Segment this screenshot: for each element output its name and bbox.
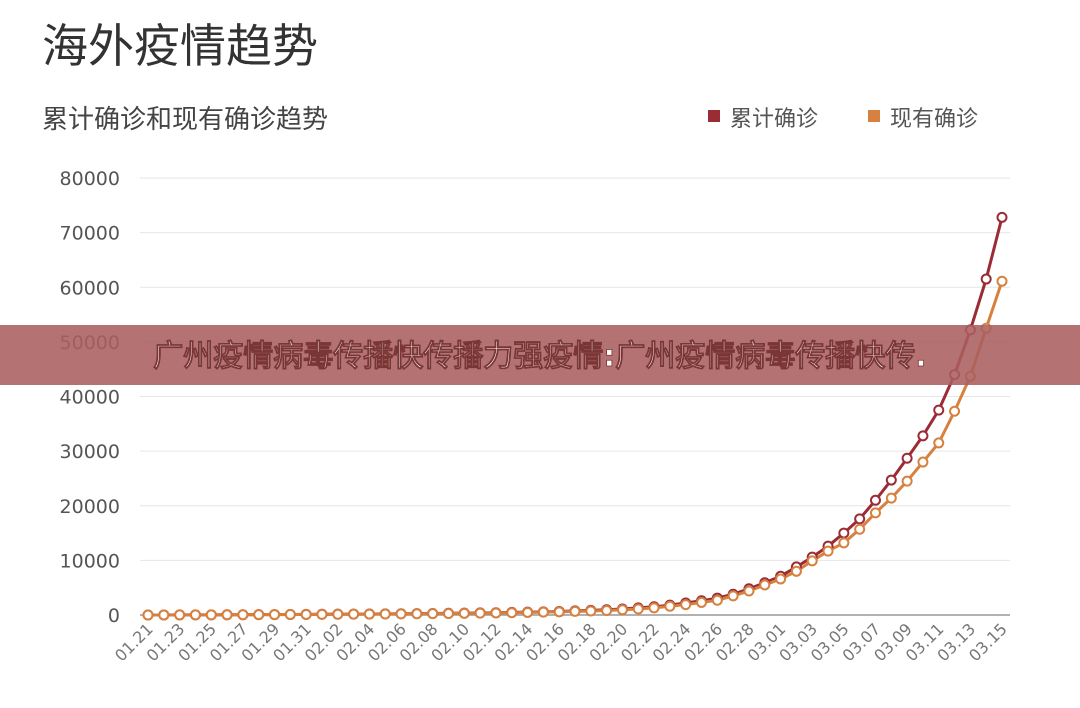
banner <box>0 325 1080 385</box>
data-point <box>949 405 961 417</box>
data-point <box>869 494 881 506</box>
data-point <box>933 437 945 449</box>
data-point <box>616 604 628 616</box>
data-point <box>348 608 360 620</box>
data-point <box>237 609 249 621</box>
data-point <box>553 606 565 618</box>
data-point <box>869 507 881 519</box>
data-point <box>632 603 644 615</box>
data-point <box>458 607 470 619</box>
data-point <box>648 602 660 614</box>
data-point <box>379 608 391 620</box>
data-point <box>300 608 312 620</box>
legend-swatch <box>708 110 720 122</box>
data-point <box>253 609 265 621</box>
data-point <box>363 608 375 620</box>
data-point <box>885 492 897 504</box>
data-point <box>759 579 771 591</box>
data-point <box>901 452 913 464</box>
data-point <box>442 607 454 619</box>
data-point <box>569 605 581 617</box>
data-point <box>537 606 549 618</box>
data-point <box>854 523 866 535</box>
series-line <box>147 216 1004 617</box>
y-tick-label: 80000 <box>60 168 120 190</box>
data-point <box>332 608 344 620</box>
data-point <box>585 605 597 617</box>
y-tick-label: 60000 <box>60 277 120 299</box>
y-tick-label: 40000 <box>60 387 120 409</box>
data-point <box>775 573 787 585</box>
data-point <box>980 273 992 285</box>
data-point <box>806 555 818 567</box>
data-point <box>221 609 233 621</box>
data-point <box>996 211 1008 223</box>
data-point <box>711 594 723 606</box>
legend-label: 现有确诊 <box>890 107 978 132</box>
data-point <box>427 608 439 620</box>
data-point <box>917 456 929 468</box>
data-point <box>996 275 1008 287</box>
data-point <box>822 545 834 557</box>
data-point <box>189 609 201 621</box>
data-point <box>158 609 170 621</box>
legend-label: 累计确诊 <box>730 107 818 132</box>
data-point <box>854 513 866 525</box>
chart-subtitle: 累计确诊和现有确诊趋势 <box>42 105 328 135</box>
data-point <box>664 600 676 612</box>
data-point <box>838 527 850 539</box>
y-tick-label: 0 <box>108 605 120 627</box>
data-point <box>790 565 802 577</box>
data-point <box>901 475 913 487</box>
data-point <box>142 609 154 621</box>
y-tick-label: 10000 <box>60 550 120 572</box>
data-point <box>395 608 407 620</box>
banner-text: 广州疫情病毒传播快传播力强疫情:广州疫情病毒传播快传. <box>153 339 926 374</box>
data-point <box>284 609 296 621</box>
data-point <box>727 590 739 602</box>
data-point <box>601 604 613 616</box>
data-point <box>474 607 486 619</box>
y-tick-label: 70000 <box>60 223 120 245</box>
data-point <box>269 609 281 621</box>
data-point <box>506 607 518 619</box>
plot: 0100002000030000400005000060000700008000… <box>60 107 1011 665</box>
y-tick-label: 20000 <box>60 496 120 518</box>
chart-title: 海外疫情趋势 <box>42 19 318 73</box>
data-point <box>174 609 186 621</box>
data-point <box>680 599 692 611</box>
legend-swatch <box>868 110 880 122</box>
data-point <box>411 608 423 620</box>
data-point <box>838 537 850 549</box>
data-point <box>205 609 217 621</box>
y-tick-label: 30000 <box>60 441 120 463</box>
data-point <box>885 474 897 486</box>
data-point <box>743 585 755 597</box>
data-point <box>490 607 502 619</box>
data-point <box>316 608 328 620</box>
data-point <box>917 430 929 442</box>
data-point <box>696 596 708 608</box>
data-point <box>933 404 945 416</box>
data-point <box>522 606 534 618</box>
